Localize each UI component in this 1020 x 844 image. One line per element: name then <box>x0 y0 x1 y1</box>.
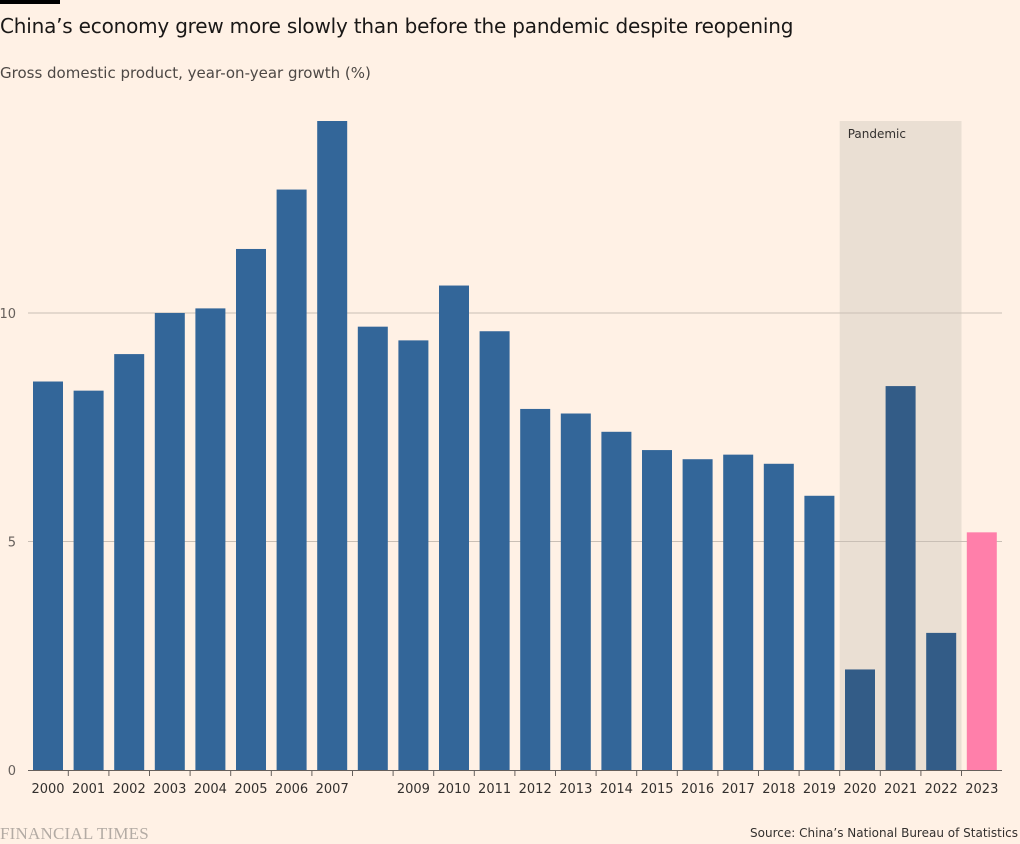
bar-2017 <box>723 454 754 770</box>
bar-2012 <box>520 408 551 770</box>
bar-2020 <box>845 669 875 770</box>
bar-2009 <box>398 340 429 770</box>
x-tick-label-2000: 2000 <box>31 782 64 797</box>
bar-2011 <box>479 331 510 770</box>
x-tick-label-2019: 2019 <box>803 782 836 797</box>
x-tick-label-2023: 2023 <box>965 782 998 797</box>
bar-2021 <box>885 386 916 770</box>
x-tick-label-2013: 2013 <box>559 782 592 797</box>
bar-2007 <box>317 121 348 770</box>
x-tick-label-2002: 2002 <box>113 782 146 797</box>
ft-topbar <box>0 0 60 4</box>
x-tick-label-2003: 2003 <box>153 782 186 797</box>
bar-2003 <box>154 312 185 770</box>
x-tick-label-2011: 2011 <box>478 782 511 797</box>
bar-2013 <box>560 413 591 770</box>
bar-2022 <box>926 632 957 770</box>
bar-2010 <box>439 285 469 770</box>
bar-2015 <box>642 450 672 770</box>
x-tick-label-2017: 2017 <box>722 782 755 797</box>
source-note: Source: China’s National Bureau of Stati… <box>750 826 1018 840</box>
chart-title: China’s economy grew more slowly than be… <box>0 14 794 38</box>
x-tick-label-2016: 2016 <box>681 782 714 797</box>
x-tick-label-2021: 2021 <box>884 782 917 797</box>
x-tick-label-2022: 2022 <box>925 782 958 797</box>
bar-2023 <box>966 532 997 770</box>
x-tick-label-2009: 2009 <box>397 782 430 797</box>
bar-chart: Pandemic 0 5 10 2000 2001 2002 2003 2004 2005 2006… <box>0 121 1002 797</box>
bar-2004 <box>195 308 226 770</box>
x-tick-label-2014: 2014 <box>600 782 633 797</box>
bar-2006 <box>276 189 307 770</box>
financial-times-logo: FINANCIAL TIMES <box>0 824 149 843</box>
x-tick-label-2020: 2020 <box>843 782 876 797</box>
bar-2016 <box>682 459 713 770</box>
bar-2002 <box>114 354 145 770</box>
bar-2014 <box>601 431 632 770</box>
y-tick-label-0: 0 <box>8 764 16 779</box>
x-tick-label-2004: 2004 <box>194 782 227 797</box>
bar-2008 <box>357 326 388 770</box>
bar-2005 <box>236 248 266 771</box>
bar-2001 <box>73 390 104 770</box>
y-tick-label-5: 5 <box>8 535 16 550</box>
x-tick-label-2005: 2005 <box>234 782 267 797</box>
x-tick-label-2012: 2012 <box>519 782 552 797</box>
x-tick-label-2007: 2007 <box>316 782 349 797</box>
x-tick-label-2015: 2015 <box>640 782 673 797</box>
bar-2000 <box>33 381 63 770</box>
x-tick-label-2010: 2010 <box>437 782 470 797</box>
x-tick-label-2018: 2018 <box>762 782 795 797</box>
bar-2018 <box>763 463 794 770</box>
chart-subtitle: Gross domestic product, year-on-year gro… <box>0 64 371 82</box>
y-tick-label-10: 10 <box>0 307 16 322</box>
bar-2019 <box>804 495 835 770</box>
x-tick-label-2006: 2006 <box>275 782 308 797</box>
x-tick-label-2001: 2001 <box>72 782 105 797</box>
pandemic-label: Pandemic <box>848 127 906 141</box>
